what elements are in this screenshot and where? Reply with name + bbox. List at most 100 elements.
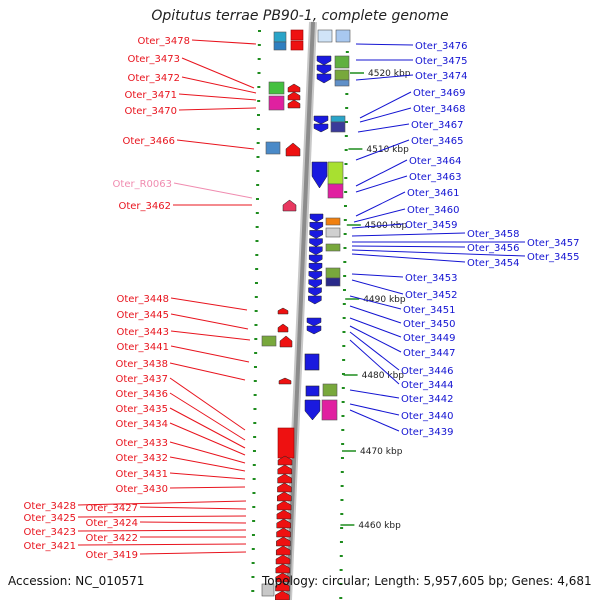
right-gene-leader	[355, 159, 408, 187]
right-gene-label[interactable]: Oter_3464	[409, 156, 462, 167]
left-gene-label[interactable]: Oter_3462	[118, 201, 171, 212]
left-gene-label[interactable]: Oter_3441	[116, 342, 169, 353]
right-gene-label[interactable]: Oter_3457	[527, 238, 580, 249]
left-gene-label[interactable]: Oter_3433	[115, 438, 168, 449]
right-gene-label[interactable]: Oter_3440	[401, 411, 454, 422]
right-gene-label[interactable]: Oter_3452	[405, 290, 458, 301]
left-gene-leader	[181, 57, 255, 89]
left-gene-label[interactable]: Oter_3422	[85, 533, 138, 544]
left-gene-label[interactable]: Oter_3478	[137, 36, 190, 47]
tick-dot-left	[253, 436, 257, 438]
tick-dot-left	[257, 100, 261, 102]
left-gene-label[interactable]: Oter_3472	[127, 73, 180, 84]
left-gene-label[interactable]: Oter_3437	[115, 374, 168, 385]
right-gene-label[interactable]: Oter_3442	[401, 394, 454, 405]
left-gene-label[interactable]: Oter_R0063	[113, 179, 172, 190]
right-gene-label[interactable]: Oter_3451	[403, 305, 456, 316]
gene-box	[330, 115, 346, 123]
left-gene-label[interactable]: Oter_3470	[124, 106, 177, 117]
left-gene-leader	[169, 422, 246, 456]
tick-dot-left	[253, 422, 257, 424]
left-gene-label[interactable]: Oter_3419	[85, 550, 138, 561]
left-gene-label[interactable]: Oter_3466	[122, 136, 175, 147]
tick-dot-left	[254, 282, 258, 284]
tick-dot-left	[255, 240, 259, 242]
right-gene-label[interactable]: Oter_3474	[415, 71, 468, 82]
right-gene-label[interactable]: Oter_3446	[401, 366, 454, 377]
left-gene-label[interactable]: Oter_3431	[115, 469, 168, 480]
left-gene-label[interactable]: Oter_3423	[23, 527, 76, 538]
tick-dot-right	[339, 597, 343, 599]
right-gene-label[interactable]: Oter_3476	[415, 41, 468, 52]
right-gene-label[interactable]: Oter_3447	[403, 348, 456, 359]
left-gene-label[interactable]: Oter_3428	[23, 501, 76, 512]
left-gene-leader	[181, 76, 257, 94]
tick-dot-right	[341, 387, 345, 389]
tick-dot-right	[342, 317, 346, 319]
tick-dot-right	[339, 555, 343, 557]
right-gene-label[interactable]: Oter_3456	[467, 243, 520, 254]
left-gene-leader	[170, 297, 248, 311]
right-gene-label[interactable]: Oter_3450	[403, 319, 456, 330]
left-gene-label[interactable]: Oter_3424	[85, 518, 138, 529]
left-gene-label[interactable]: Oter_3473	[127, 54, 180, 65]
tick-dot-left	[255, 198, 259, 200]
right-gene-label[interactable]: Oter_3461	[407, 188, 460, 199]
right-gene-label[interactable]: Oter_3453	[405, 273, 458, 284]
right-gene-label[interactable]: Oter_3465	[411, 136, 464, 147]
left-gene-label[interactable]: Oter_3471	[124, 90, 177, 101]
left-gene-label[interactable]: Oter_3443	[116, 327, 169, 338]
gene-arrow-down	[316, 64, 332, 75]
tick-dot-left	[254, 324, 258, 326]
right-gene-label[interactable]: Oter_3467	[411, 120, 464, 131]
right-gene-label[interactable]: Oter_3455	[527, 252, 580, 263]
left-gene-label[interactable]: Oter_3435	[115, 404, 168, 415]
genome-backbone	[286, 21, 315, 601]
left-gene-label[interactable]: Oter_3434	[115, 419, 168, 430]
gene-box	[273, 31, 287, 43]
right-gene-label[interactable]: Oter_3460	[407, 205, 460, 216]
right-gene-label[interactable]: Oter_3468	[413, 104, 466, 115]
left-gene-label[interactable]: Oter_3421	[23, 541, 76, 552]
left-gene-label[interactable]: Oter_3436	[115, 389, 168, 400]
right-gene-label[interactable]: Oter_3454	[467, 258, 520, 269]
gene-arrow-up	[287, 91, 301, 101]
gene-arrow-down	[311, 161, 328, 189]
right-gene-label[interactable]: Oter_3459	[405, 220, 458, 231]
right-gene-label[interactable]: Oter_3444	[401, 380, 454, 391]
gene-arrow-down	[309, 238, 323, 247]
right-gene-label[interactable]: Oter_3439	[401, 427, 454, 438]
left-gene-leader	[169, 377, 246, 431]
right-gene-leader	[351, 245, 466, 248]
right-gene-label[interactable]: Oter_3449	[403, 333, 456, 344]
gene-arrow-up	[277, 323, 289, 333]
gene-box	[325, 277, 341, 287]
left-gene-leader	[169, 441, 246, 464]
tick-dot-right	[344, 121, 348, 123]
tick-dot-left	[255, 226, 259, 228]
gene-box	[273, 41, 287, 51]
right-gene-leader	[349, 389, 400, 399]
tick-dot-right	[344, 163, 348, 165]
left-gene-leader	[169, 392, 246, 441]
left-gene-label[interactable]: Oter_3427	[85, 503, 138, 514]
gene-arrow-up	[277, 464, 293, 475]
right-gene-label[interactable]: Oter_3458	[467, 229, 520, 240]
gene-arrow-down	[313, 123, 329, 133]
tick-dot-right	[345, 51, 349, 53]
right-gene-label[interactable]: Oter_3475	[415, 56, 468, 67]
tick-dot-right	[345, 93, 349, 95]
left-gene-label[interactable]: Oter_3445	[116, 310, 169, 321]
right-gene-label[interactable]: Oter_3469	[413, 88, 466, 99]
tick-dot-left	[251, 548, 255, 550]
left-gene-leader	[170, 313, 249, 330]
right-gene-label[interactable]: Oter_3463	[409, 172, 462, 183]
scale-label: 4490 kbp	[363, 295, 406, 305]
left-gene-label[interactable]: Oter_3425	[23, 513, 76, 524]
left-gene-label[interactable]: Oter_3438	[115, 359, 168, 370]
left-gene-label[interactable]: Oter_3448	[116, 294, 169, 305]
accession-label: Accession: NC_010571	[8, 574, 145, 588]
left-gene-label[interactable]: Oter_3430	[115, 484, 168, 495]
left-gene-label[interactable]: Oter_3432	[115, 453, 168, 464]
